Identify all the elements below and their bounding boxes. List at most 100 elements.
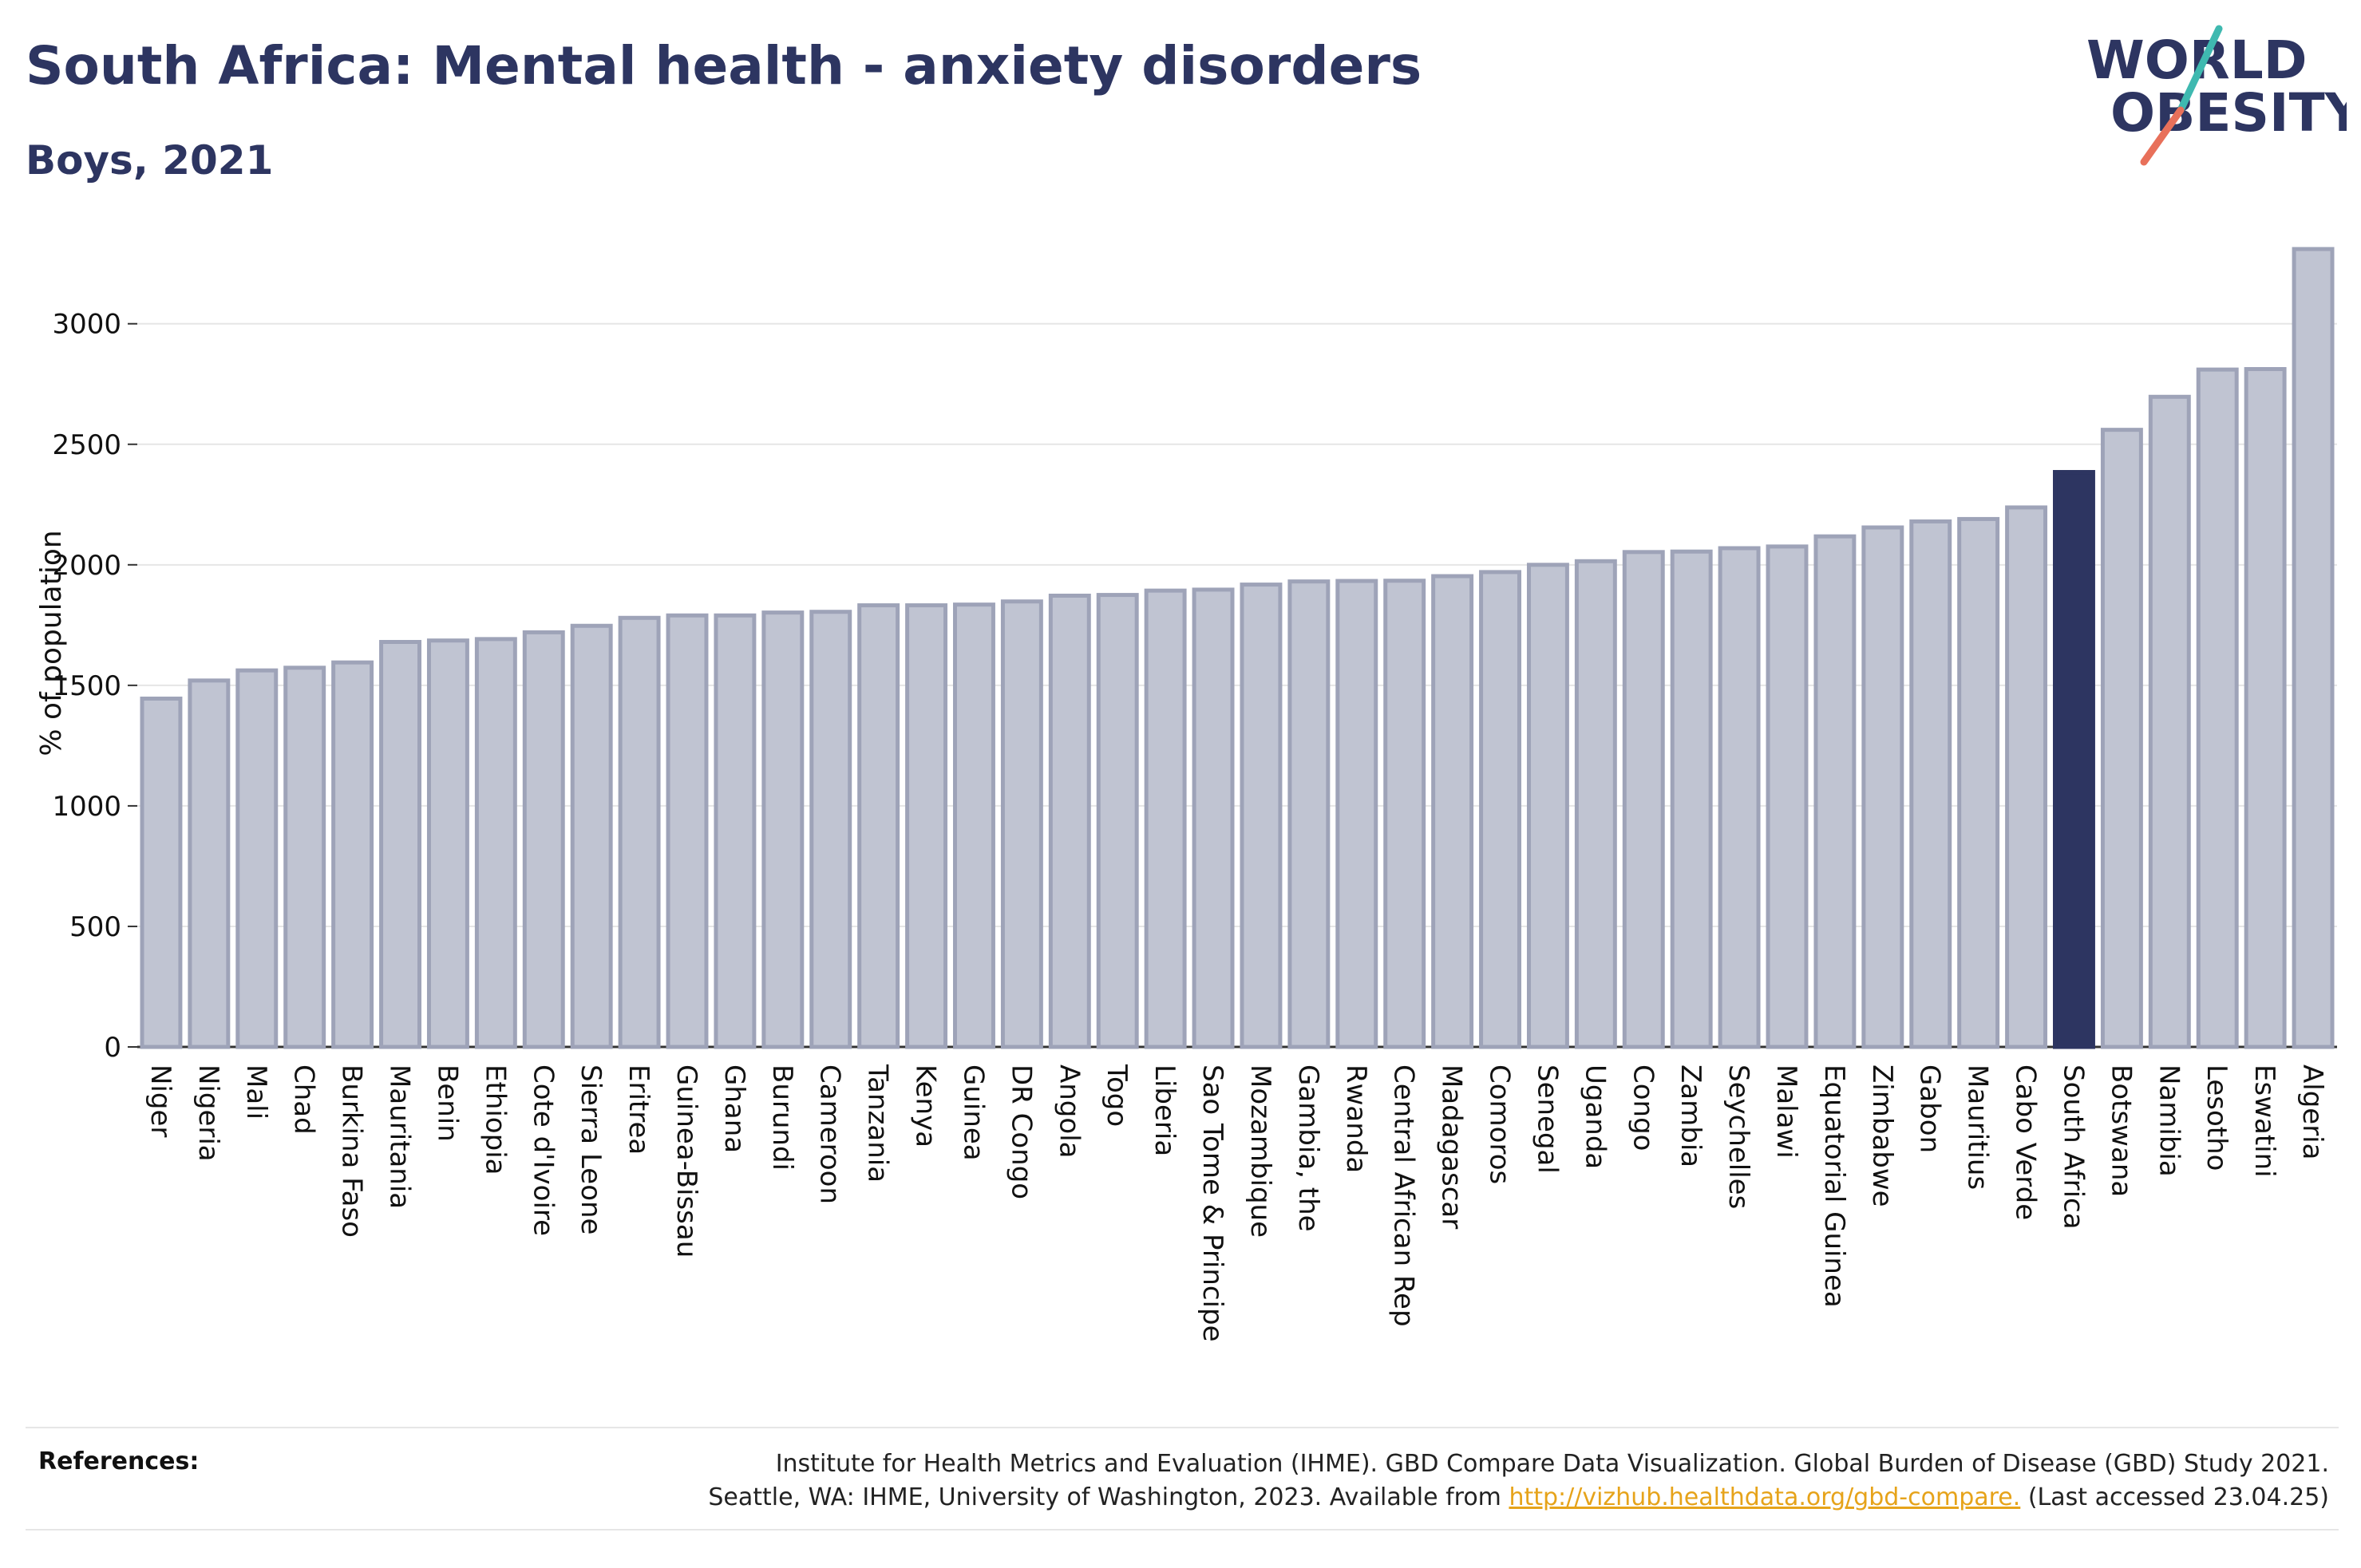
x-tick-label: Equatorial Guinea <box>1818 1064 1850 1308</box>
x-tick-label: Niger <box>144 1064 176 1137</box>
x-tick-label: Sao Tome & Principe <box>1196 1064 1228 1342</box>
x-tick-label: Chad <box>288 1064 320 1135</box>
chart-subtitle: Boys, 2021 <box>26 137 274 184</box>
bar <box>1096 593 1139 1049</box>
x-tick-label: Algeria <box>2296 1064 2328 1159</box>
bar <box>666 613 709 1049</box>
bar <box>283 666 326 1049</box>
bar <box>1766 544 1809 1049</box>
bar <box>188 678 231 1049</box>
y-tick-label: 0 <box>104 1032 121 1064</box>
bar <box>1192 587 1235 1049</box>
bar <box>1957 516 2000 1049</box>
bar <box>140 696 183 1049</box>
x-tick-label: Ghana <box>718 1064 750 1153</box>
references-link[interactable]: http://vizhub.healthdata.org/gbd-compare… <box>1509 1483 2021 1511</box>
bar <box>714 613 757 1049</box>
x-tick-label: Senegal <box>1531 1064 1563 1174</box>
x-tick-label: Guinea-Bissau <box>670 1064 702 1258</box>
y-tick-label: 1500 <box>52 670 121 702</box>
bar <box>2196 367 2239 1049</box>
logo-line2: OBESITY <box>2110 82 2347 144</box>
y-tick-label: 2500 <box>52 429 121 461</box>
bar <box>1335 579 1378 1049</box>
x-tick-label: Central African Rep <box>1388 1064 1420 1327</box>
x-tick-label: Liberia <box>1149 1064 1180 1156</box>
bar <box>1479 570 1521 1049</box>
x-tick-label: Nigeria <box>192 1064 224 1162</box>
bar <box>1909 519 1952 1049</box>
x-tick-label: Togo <box>1101 1064 1133 1127</box>
references-text: Institute for Health Metrics and Evaluat… <box>708 1448 2329 1515</box>
bar <box>570 623 613 1049</box>
x-tick-label: Malawi <box>1770 1064 1802 1159</box>
bar <box>2053 470 2095 1049</box>
bar <box>2148 394 2191 1049</box>
bar <box>331 660 374 1049</box>
bar <box>1670 549 1713 1049</box>
bar <box>1718 546 1761 1049</box>
bar <box>1861 525 1904 1049</box>
x-tick-label: Ethiopia <box>479 1064 511 1175</box>
x-tick-label: Madagascar <box>1436 1064 1468 1229</box>
bar <box>761 610 805 1049</box>
x-tick-label: Burkina Faso <box>336 1064 368 1238</box>
x-tick-label: Namibia <box>2153 1064 2185 1177</box>
x-tick-label: Mozambique <box>1244 1064 1276 1238</box>
x-tick-label: Cote d'Ivoire <box>527 1064 559 1236</box>
bar <box>474 637 517 1049</box>
bar <box>2005 505 2048 1049</box>
x-tick-label: Guinea <box>957 1064 989 1161</box>
x-tick-label: Seychelles <box>1722 1064 1754 1209</box>
x-tick-label: Sierra Leone <box>575 1064 607 1234</box>
y-axis-label: % of population <box>35 530 68 756</box>
x-tick-label: Zambia <box>1675 1064 1706 1167</box>
x-tick-label: South Africa <box>2057 1064 2089 1230</box>
x-tick-label: Burundi <box>766 1064 798 1171</box>
x-tick-label: DR Congo <box>1005 1064 1037 1199</box>
world-obesity-logo: WORLD OBESITY <box>2086 25 2347 166</box>
bar <box>1622 550 1665 1049</box>
bar <box>1526 563 1569 1049</box>
x-tick-label: Gabon <box>1914 1064 1946 1153</box>
x-tick-label: Cabo Verde <box>2010 1064 2042 1220</box>
references-panel: References: Institute for Health Metrics… <box>26 1427 2339 1530</box>
y-tick-label: 500 <box>69 911 121 943</box>
references-line1: Institute for Health Metrics and Evaluat… <box>775 1450 2329 1478</box>
x-tick-label: Cameroon <box>814 1064 846 1204</box>
x-tick-label: Angola <box>1053 1064 1085 1158</box>
bar <box>2292 247 2335 1049</box>
x-tick-label: Kenya <box>910 1064 942 1147</box>
x-tick-label: Gambia, the <box>1292 1064 1324 1232</box>
bar <box>1048 593 1091 1049</box>
bar <box>1240 583 1283 1049</box>
bar <box>1383 579 1426 1049</box>
bar <box>1287 579 1331 1049</box>
bars <box>140 247 2335 1049</box>
references-line2: Seattle, WA: IHME, University of Washing… <box>708 1481 2329 1515</box>
bar <box>522 630 565 1049</box>
x-tick-label: Mali <box>240 1064 272 1120</box>
x-tick-label: Eswatini <box>2248 1064 2280 1178</box>
bar <box>905 603 948 1049</box>
x-tick-label: Comoros <box>1484 1064 1516 1184</box>
x-tick-label: Uganda <box>1579 1064 1611 1169</box>
bar <box>1000 599 1043 1049</box>
x-tick-label: Mauritania <box>384 1064 416 1209</box>
x-tick-label: Lesotho <box>2201 1064 2232 1171</box>
bar <box>1813 534 1857 1049</box>
x-tick-label: Congo <box>1627 1064 1659 1151</box>
bar <box>379 639 421 1049</box>
x-tick-label: Botswana <box>2105 1064 2137 1197</box>
references-line2-post: (Last accessed 23.04.25) <box>2020 1483 2329 1511</box>
bar <box>2100 428 2143 1049</box>
logo-slash-coral <box>2140 106 2185 166</box>
bar <box>1431 574 1474 1049</box>
x-tick-label: Tanzania <box>862 1064 894 1183</box>
logo-slash-teal <box>2177 25 2223 114</box>
y-tick-label: 1000 <box>52 791 121 823</box>
bar <box>618 615 661 1049</box>
bar <box>1574 559 1617 1049</box>
y-tick-label: 2000 <box>52 550 121 582</box>
